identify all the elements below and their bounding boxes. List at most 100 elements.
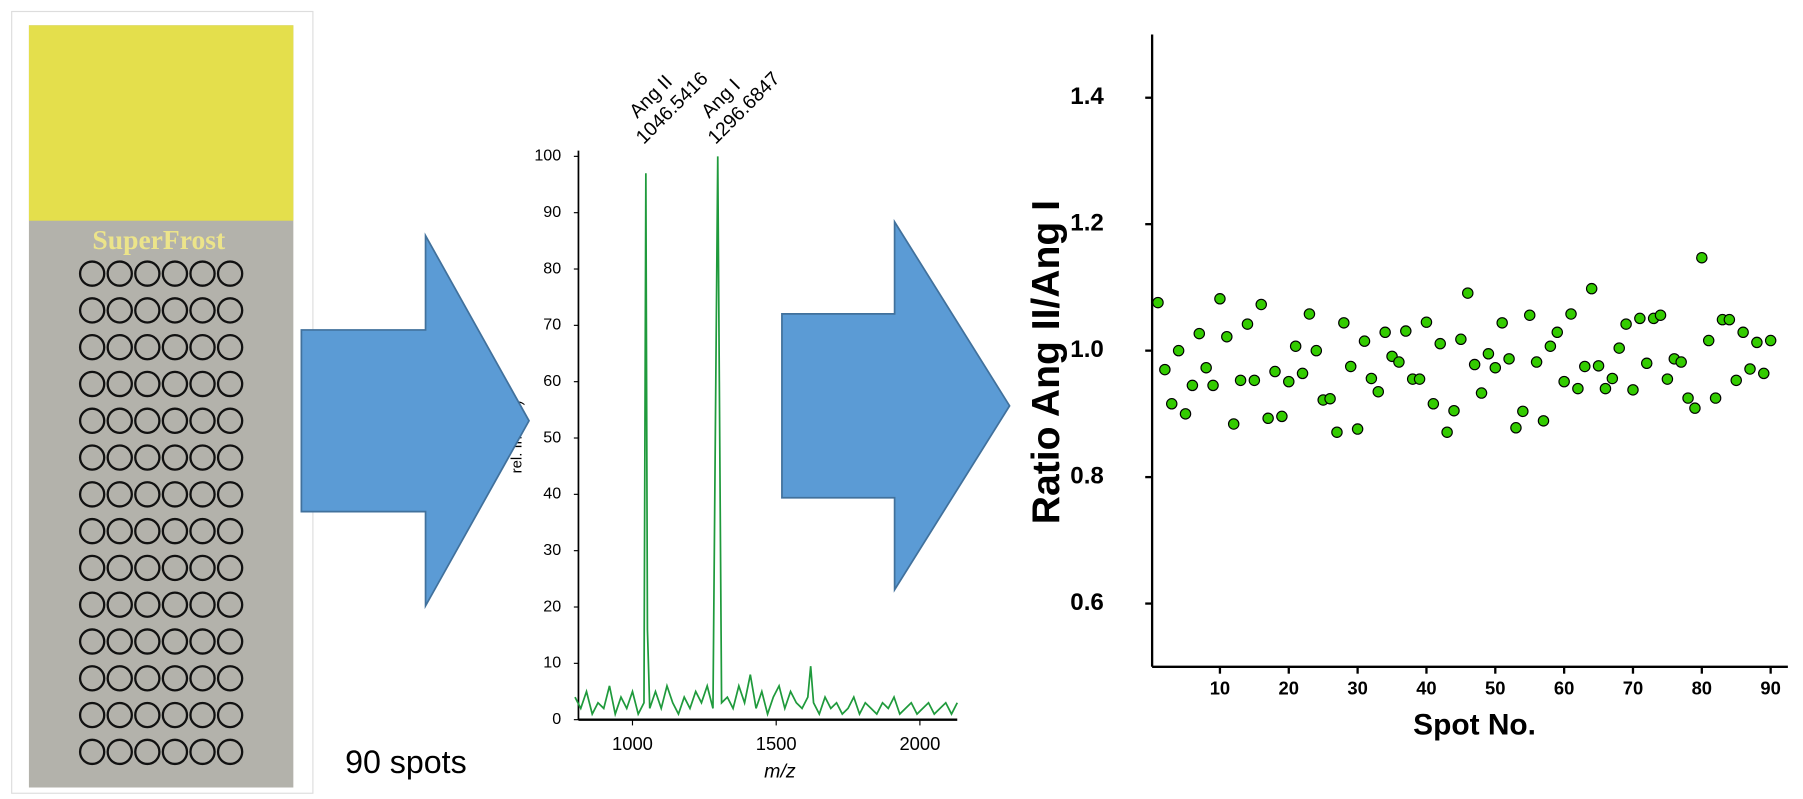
- data-point: [1764, 334, 1777, 347]
- spot: [189, 297, 216, 324]
- data-point: [1186, 379, 1199, 392]
- spot: [216, 407, 244, 434]
- spot: [161, 333, 189, 361]
- data-point: [1517, 405, 1529, 418]
- spot: [216, 260, 244, 287]
- data-point: [1441, 426, 1453, 438]
- spot-grid: [78, 260, 244, 766]
- data-point: [1579, 360, 1591, 373]
- data-point: [1200, 361, 1212, 374]
- data-point: [1207, 379, 1219, 392]
- data-point: [1523, 309, 1536, 321]
- slide-brand: SuperFrost: [92, 224, 226, 255]
- spot: [78, 701, 106, 729]
- data-point: [1248, 374, 1261, 387]
- spot: [106, 444, 133, 471]
- y-tick-label: 1.2: [1070, 210, 1104, 237]
- spot: [106, 260, 133, 287]
- data-point: [1751, 336, 1763, 349]
- data-point: [1269, 365, 1281, 378]
- data-point: [1696, 251, 1708, 264]
- spot: [106, 333, 133, 361]
- spot: [78, 333, 106, 361]
- data-point: [1331, 426, 1343, 438]
- data-point: [1372, 385, 1385, 398]
- spot: [78, 517, 106, 545]
- peak-annotation: Ang II1046.5416: [616, 52, 713, 149]
- data-point: [1324, 392, 1336, 405]
- data-point: [1338, 317, 1350, 329]
- data-point: [1620, 318, 1632, 330]
- data-point: [1503, 353, 1515, 365]
- spot: [189, 444, 216, 471]
- spot: [189, 517, 216, 545]
- spot: [216, 297, 244, 324]
- y-tick-label: 0.6: [1070, 589, 1104, 616]
- spot: [161, 591, 189, 618]
- spot: [189, 481, 216, 508]
- spot: [78, 738, 106, 766]
- spot: [161, 370, 189, 398]
- spot: [189, 370, 216, 398]
- data-point: [1675, 356, 1687, 368]
- data-point: [1475, 387, 1488, 399]
- y-tick-label: 40: [543, 485, 561, 503]
- spot: [134, 444, 161, 471]
- y-tick-label: 0: [552, 710, 561, 728]
- data-point: [1544, 340, 1557, 352]
- data-point: [1152, 296, 1164, 309]
- data-point: [1723, 313, 1736, 326]
- data-point: [1661, 373, 1674, 385]
- data-point: [1572, 382, 1584, 395]
- spot: [161, 297, 189, 324]
- data-point: [1193, 327, 1206, 340]
- data-point: [1744, 363, 1756, 375]
- data-point: [1255, 298, 1267, 311]
- data-point: [1489, 361, 1502, 374]
- x-tick-label: 40: [1416, 678, 1436, 699]
- data-point: [1468, 358, 1481, 371]
- data-point: [1172, 344, 1185, 357]
- x-tick-label: 70: [1623, 678, 1643, 699]
- data-point: [1558, 375, 1570, 388]
- spot: [189, 407, 216, 434]
- spot: [189, 333, 216, 361]
- data-point: [1214, 293, 1226, 305]
- data-point: [1689, 402, 1701, 414]
- data-point: [1289, 340, 1302, 352]
- data-point: [1654, 309, 1667, 321]
- spectrum-line: [574, 156, 959, 718]
- data-point: [1296, 367, 1309, 380]
- data-point: [1455, 333, 1467, 346]
- spot: [216, 481, 244, 508]
- data-point: [1179, 408, 1192, 420]
- data-point: [1227, 418, 1240, 430]
- spot: [78, 297, 106, 324]
- y-tick-label: 60: [543, 372, 561, 390]
- peak-annotation: Ang I1296.6847: [687, 52, 784, 149]
- spot: [106, 701, 133, 729]
- data-point: [1510, 422, 1522, 434]
- spot: [78, 481, 106, 508]
- spot: [106, 665, 133, 692]
- spot: [78, 370, 106, 398]
- y-tick-label: 90: [543, 203, 561, 221]
- y-tick-label: 1.4: [1070, 83, 1104, 110]
- spot: [189, 260, 216, 287]
- x-tick-label: 90: [1760, 678, 1780, 699]
- spot: [161, 665, 189, 692]
- spot: [216, 738, 244, 766]
- data-point: [1462, 287, 1474, 299]
- data-point: [1165, 398, 1178, 410]
- x-tick-label: 2000: [899, 733, 940, 754]
- data-point: [1379, 326, 1391, 339]
- spot: [216, 665, 244, 692]
- x-tick-label: 20: [1279, 678, 1299, 699]
- spot: [216, 701, 244, 729]
- data-point: [1737, 326, 1749, 339]
- data-point: [1351, 423, 1364, 435]
- spot: [78, 260, 106, 287]
- spot: [78, 628, 106, 655]
- spot: [134, 407, 161, 434]
